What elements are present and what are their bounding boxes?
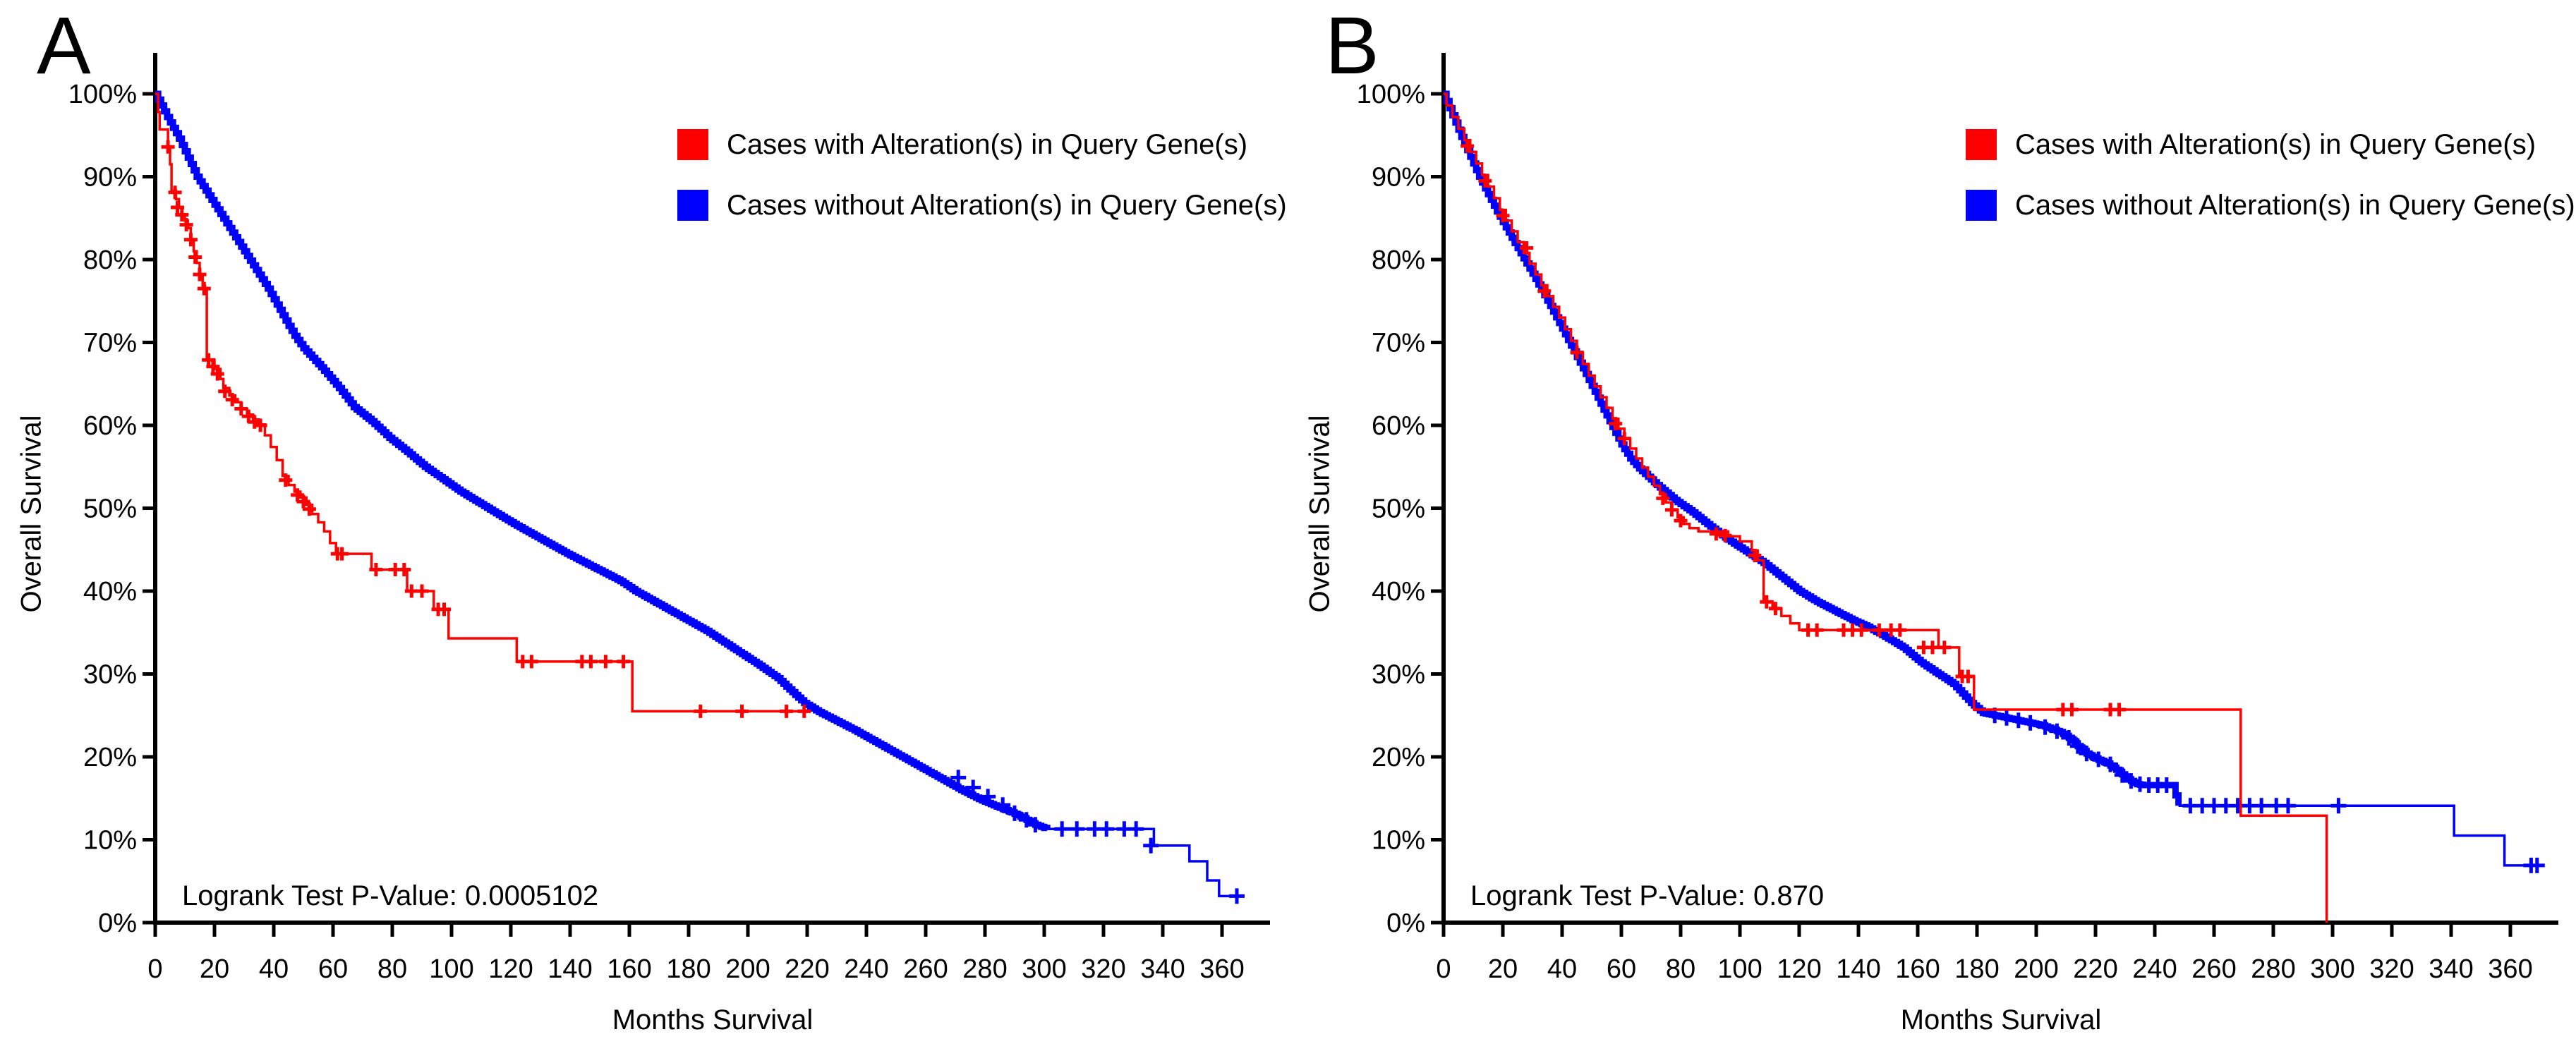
svg-text:20%: 20%	[83, 743, 137, 772]
svg-text:120: 120	[1777, 954, 1821, 984]
logrank-pvalue: Logrank Test P-Value: 0.0005102	[182, 880, 599, 911]
svg-text:90%: 90%	[1372, 163, 1425, 193]
svg-text:120: 120	[488, 954, 533, 984]
svg-text:70%: 70%	[1372, 329, 1425, 358]
svg-text:80%: 80%	[1372, 245, 1425, 275]
svg-text:300: 300	[1022, 954, 1066, 984]
altered-swatch-icon	[1966, 129, 1997, 160]
svg-text:60%: 60%	[83, 411, 137, 441]
legend-item-altered: Cases with Alteration(s) in Query Gene(s…	[677, 128, 1287, 161]
svg-text:80: 80	[377, 954, 407, 984]
svg-text:60: 60	[1607, 954, 1636, 984]
y-axis-label: Overall Survival	[1304, 415, 1336, 613]
unaltered-swatch-icon	[1966, 190, 1997, 221]
legend: Cases with Alteration(s) in Query Gene(s…	[677, 128, 1287, 250]
x-axis-label: Months Survival	[1900, 1004, 2102, 1035]
svg-text:320: 320	[1081, 954, 1125, 984]
svg-text:0: 0	[147, 954, 162, 984]
panel-a: 0 20 40 60 80 100 120 140 160 180 200 220 240 260 280 3…	[16, 1, 1287, 1036]
svg-text:40%: 40%	[1372, 577, 1425, 607]
svg-text:100%: 100%	[1357, 80, 1425, 109]
legend-label: Cases without Alteration(s) in Query Gen…	[727, 189, 1287, 221]
svg-text:140: 140	[1836, 954, 1880, 984]
svg-text:340: 340	[2429, 954, 2473, 984]
svg-text:280: 280	[962, 954, 1007, 984]
svg-text:0%: 0%	[98, 909, 137, 938]
svg-text:20%: 20%	[1372, 743, 1425, 772]
legend: Cases with Alteration(s) in Query Gene(s…	[1966, 128, 2575, 250]
logrank-pvalue: Logrank Test P-Value: 0.870	[1470, 880, 1825, 911]
legend-label: Cases with Alteration(s) in Query Gene(s…	[2015, 128, 2536, 160]
svg-text:100%: 100%	[68, 80, 137, 109]
svg-text:240: 240	[2132, 954, 2177, 984]
legend-label: Cases with Alteration(s) in Query Gene(s…	[727, 128, 1248, 160]
panel-b: 0 20 40 60 80 100 120 140 160 180 200 220 240 260 280 3…	[1288, 0, 2576, 1051]
svg-text:40%: 40%	[83, 577, 137, 607]
panel-b-letter: B	[1325, 1, 1379, 91]
svg-text:200: 200	[725, 954, 770, 984]
panel-a-letter: A	[37, 1, 91, 91]
x-axis-label: Months Survival	[612, 1004, 814, 1035]
svg-text:320: 320	[2369, 954, 2414, 984]
svg-text:30%: 30%	[83, 660, 137, 690]
y-axis-label: Overall Survival	[16, 415, 47, 613]
svg-text:180: 180	[1954, 954, 1999, 984]
svg-text:220: 220	[2073, 954, 2117, 984]
legend-item-altered: Cases with Alteration(s) in Query Gene(s…	[1966, 128, 2575, 161]
svg-text:10%: 10%	[83, 826, 137, 856]
svg-text:100: 100	[429, 954, 473, 984]
svg-text:140: 140	[548, 954, 592, 984]
svg-text:360: 360	[2488, 954, 2532, 984]
km-plot-b: 0 20 40 60 80 100 120 140 160 180 200 220 240 260 280 3…	[1357, 53, 2558, 984]
svg-text:160: 160	[607, 954, 651, 984]
svg-text:240: 240	[844, 954, 888, 984]
svg-text:260: 260	[903, 954, 948, 984]
svg-text:160: 160	[1895, 954, 1940, 984]
legend-label: Cases without Alteration(s) in Query Gen…	[2015, 189, 2575, 221]
svg-text:0: 0	[1436, 954, 1451, 984]
svg-text:50%: 50%	[83, 494, 137, 524]
svg-text:70%: 70%	[83, 329, 137, 358]
svg-text:90%: 90%	[83, 163, 137, 193]
svg-text:30%: 30%	[1372, 660, 1425, 690]
svg-text:260: 260	[2191, 954, 2236, 984]
svg-text:40: 40	[1547, 954, 1577, 984]
svg-text:10%: 10%	[1372, 826, 1425, 856]
svg-text:300: 300	[2310, 954, 2354, 984]
altered-swatch-icon	[677, 129, 708, 160]
svg-text:180: 180	[666, 954, 710, 984]
svg-text:40: 40	[259, 954, 289, 984]
svg-text:50%: 50%	[1372, 494, 1425, 524]
svg-text:0%: 0%	[1386, 909, 1425, 938]
svg-text:360: 360	[1199, 954, 1244, 984]
km-plot-a: 0 20 40 60 80 100 120 140 160 180 200 220 240 260 280 3…	[68, 53, 1270, 984]
unaltered-swatch-icon	[677, 190, 708, 221]
svg-text:20: 20	[1488, 954, 1518, 984]
svg-text:60: 60	[318, 954, 348, 984]
legend-item-unaltered: Cases without Alteration(s) in Query Gen…	[1966, 189, 2575, 221]
svg-text:80: 80	[1666, 954, 1695, 984]
svg-text:220: 220	[785, 954, 829, 984]
svg-text:200: 200	[2014, 954, 2058, 984]
svg-text:60%: 60%	[1372, 411, 1425, 441]
svg-text:80%: 80%	[83, 245, 137, 275]
svg-text:100: 100	[1717, 954, 1762, 984]
svg-text:20: 20	[200, 954, 229, 984]
svg-text:340: 340	[1140, 954, 1185, 984]
svg-text:280: 280	[2251, 954, 2295, 984]
legend-item-unaltered: Cases without Alteration(s) in Query Gen…	[677, 189, 1287, 221]
